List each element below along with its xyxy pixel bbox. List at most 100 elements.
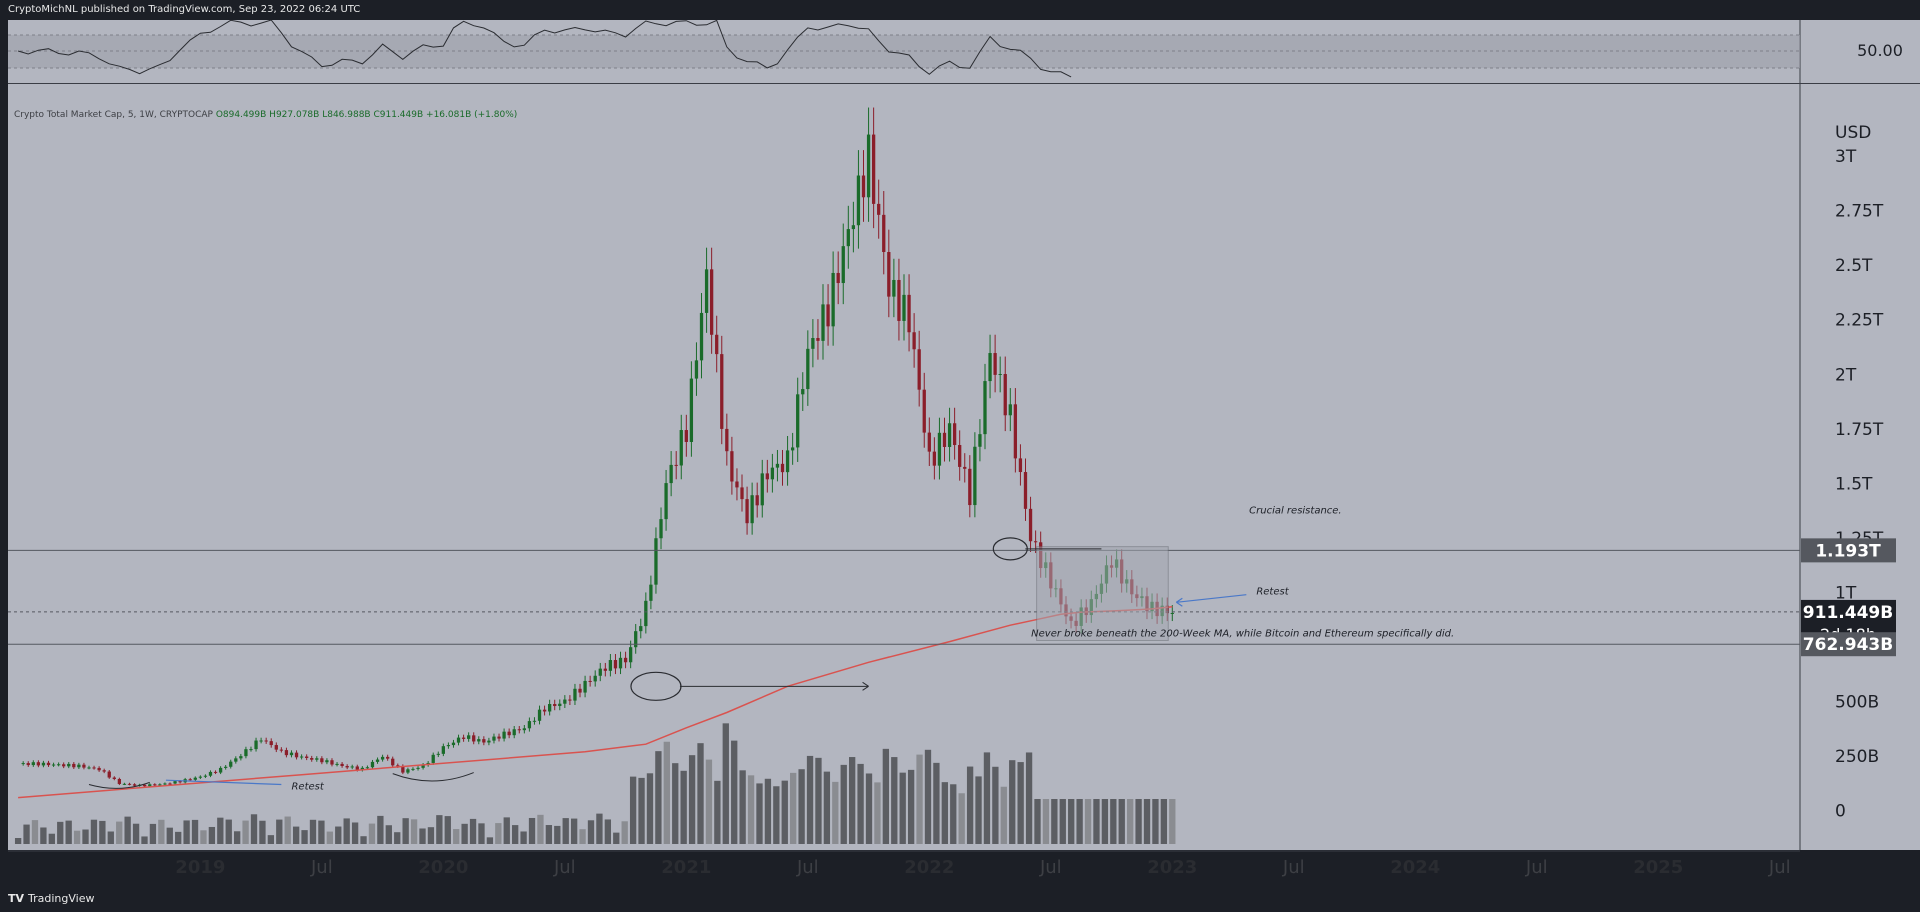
volume-bar [234,831,241,844]
y-tick-label: 3T [1835,147,1857,167]
bull-candle [421,764,425,768]
bear-candle [740,487,744,500]
volume-bar [781,780,788,844]
volume-bar [175,831,182,844]
volume-bar [14,838,22,844]
y-tick-label: 500B [1835,693,1879,713]
bull-candle [254,740,258,750]
bear-candle [765,473,769,480]
bear-candle [188,779,192,781]
volume-bar [655,751,662,844]
left-margin [0,20,8,850]
volume-bar [806,755,814,844]
bear-candle [826,304,830,327]
x-tick-label: 2024 [1390,857,1440,878]
price-axis[interactable] [1800,20,1920,850]
bull-candle [158,784,162,786]
volume-bar [731,740,738,844]
bear-candle [461,737,466,739]
volume-bar [587,820,595,844]
legend-l: L846.988B [322,110,373,120]
consolidation-box [1036,546,1169,641]
volume-bar [739,770,746,844]
bear-candle [279,749,284,751]
bull-candle [1170,612,1174,614]
volume-bar [570,818,578,844]
bear-candle [401,766,405,773]
bear-candle [613,660,618,669]
volume-bar [941,782,948,844]
volume-bar [874,782,881,844]
bear-candle [345,765,349,768]
bull-candle [375,759,380,762]
volume-bar [377,815,384,844]
volume-bar [1110,799,1117,844]
bull-candle [537,709,542,721]
volume-bar [638,777,645,844]
annotation-crucial-resistance: Crucial resistance. [1249,506,1341,517]
bull-candle [31,762,35,766]
volume-bar [1160,799,1168,844]
volume-bar [764,778,772,844]
bull-candle [583,680,587,693]
bull-candle [1008,404,1012,416]
bull-candle [203,775,208,777]
bull-candle [416,767,420,769]
bull-candle [785,450,790,473]
bull-candle [973,446,977,506]
bear-candle [396,765,400,767]
bull-candle [431,754,435,763]
volume-bar [891,757,898,844]
bear-candle [72,763,76,768]
volume-bar [907,769,915,844]
volume-bar [1068,799,1075,844]
volume-bar [621,821,628,844]
volume-bar [495,823,502,844]
bull-candle [760,473,764,506]
bull-candle [593,675,597,682]
bull-candle [87,767,91,769]
bear-candle [107,771,111,778]
volume-bar [90,819,98,844]
volume-bar [343,818,350,844]
volume-bar [562,818,569,844]
bull-candle [770,467,775,480]
volume-bar [697,743,704,844]
volume-bar [1009,760,1016,844]
volume-bar [1127,799,1134,844]
main-pane[interactable] [8,84,1800,850]
bull-candle [259,740,263,742]
volume-bar [40,827,47,844]
bear-candle [1033,541,1038,543]
volume-bar [663,741,670,844]
volume-bar [596,813,603,844]
bull-candle [947,423,952,447]
bear-candle [284,750,289,756]
bull-candle [370,761,375,768]
bear-candle [132,784,137,786]
bear-candle [887,252,891,297]
bull-candle [654,538,658,585]
bear-candle [497,736,501,739]
volume-bar [714,780,721,844]
bull-candle [456,737,461,743]
chart-area[interactable]: 50.00 Crypto Total Market Cap, 5, 1W, CRY… [0,20,1920,885]
volume-bar [225,819,232,844]
volume-bar [427,827,435,844]
bear-candle [112,777,116,779]
footer-brand[interactable]: TradingView [28,892,95,905]
volume-bar [191,819,199,844]
bear-candle [294,752,299,758]
volume-bar [73,830,81,844]
bear-candle [674,464,678,466]
bear-candle [1003,374,1007,416]
bull-candle [21,763,25,765]
bull-candle [532,720,537,722]
bull-candle [694,360,699,379]
volume-bar [815,757,822,844]
bull-candle [411,768,415,770]
bear-candle [958,445,962,467]
bull-candle [988,353,992,382]
bull-candle [380,756,385,760]
bull-candle [451,742,456,746]
